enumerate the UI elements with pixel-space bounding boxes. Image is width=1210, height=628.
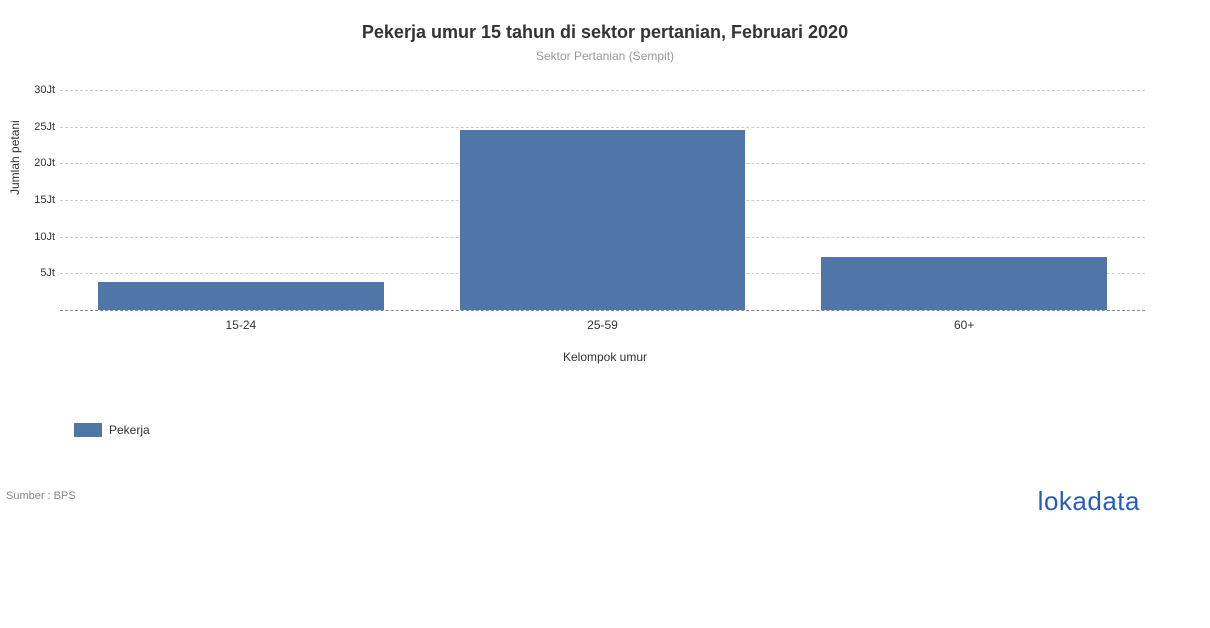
bar <box>821 257 1107 310</box>
x-axis-label: Kelompok umur <box>563 350 647 364</box>
chart-subtitle: Sektor Pertanian (Sempit) <box>0 43 1210 63</box>
legend: Pekerja <box>74 423 150 437</box>
y-tick-label: 20Jt <box>0 157 55 169</box>
chart-title: Pekerja umur 15 tahun di sektor pertania… <box>0 0 1210 43</box>
y-tick-label: 5Jt <box>0 267 55 279</box>
baseline <box>60 310 1145 311</box>
y-tick-label: 15Jt <box>0 194 55 206</box>
x-tick-label: 25-59 <box>587 318 618 332</box>
y-tick-label: 10Jt <box>0 231 55 243</box>
bar <box>460 130 746 310</box>
x-tick-label: 15-24 <box>225 318 256 332</box>
bar <box>98 282 384 310</box>
chart-container: Pekerja umur 15 tahun di sektor pertania… <box>0 0 1210 628</box>
plot-area <box>60 90 1145 310</box>
legend-swatch <box>74 423 102 437</box>
gridline <box>60 127 1145 128</box>
brand-logo: lokadata <box>1038 486 1140 517</box>
legend-label: Pekerja <box>109 423 150 437</box>
y-tick-label: 30Jt <box>0 84 55 96</box>
gridline <box>60 90 1145 91</box>
y-tick-label: 25Jt <box>0 121 55 133</box>
source-text: Sumber : BPS <box>6 490 76 502</box>
x-tick-label: 60+ <box>954 318 974 332</box>
